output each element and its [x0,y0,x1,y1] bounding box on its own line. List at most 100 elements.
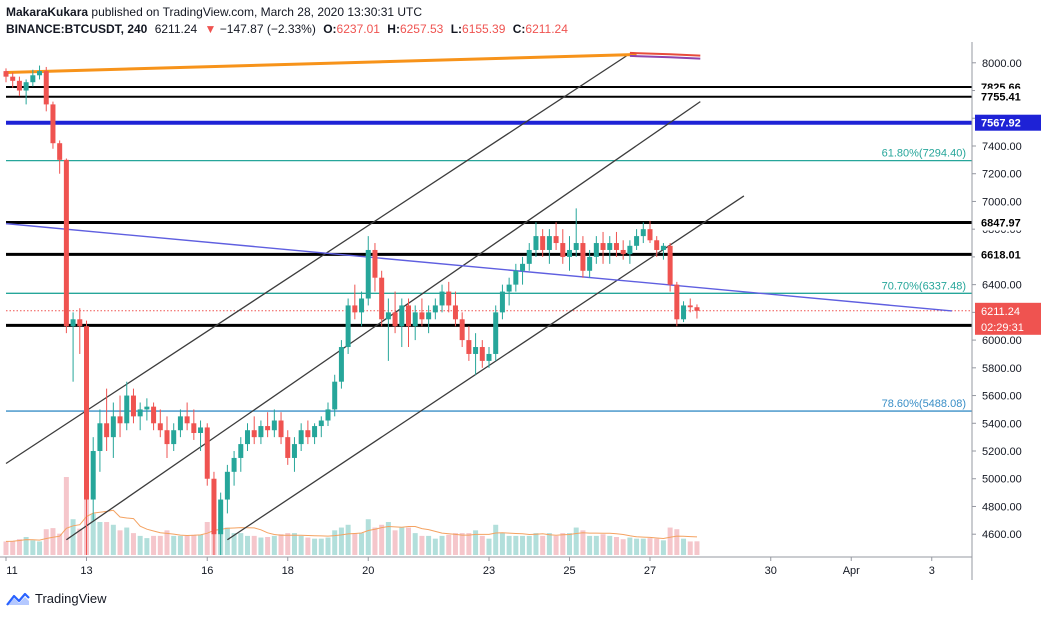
volume-bar [198,534,204,555]
volume-bar [345,524,351,555]
volume-bar [385,522,391,555]
volume-bar [587,535,593,555]
volume-bar [204,522,210,555]
time-tick-label: 18 [282,565,294,577]
candle-body [157,423,163,431]
candle-body [499,291,505,313]
candle-body [245,430,250,445]
volume-bar [77,528,83,555]
candle-body [345,305,351,348]
candle-body [224,471,230,500]
volume-bar [151,535,157,555]
volume-bar [379,524,385,555]
candle-body [479,347,485,361]
volume-moving-average [5,509,698,542]
candle-body [372,249,378,278]
candle-body [271,420,277,431]
volume-bar [224,527,230,555]
volume-bar [171,535,177,555]
volume-bar [37,541,43,555]
tradingview-footer[interactable]: TradingView [6,591,107,606]
candle-body [117,416,123,424]
candle-body [251,430,257,438]
candle-body [634,236,640,246]
volume-bar [560,533,566,555]
candle-body [439,291,445,306]
time-tick-label: 3 [929,565,935,577]
close-label: C: [512,22,526,36]
volume-bar [406,527,411,555]
volume-bar [593,535,599,555]
fib-level-label: 70.70%(6337.48) [882,280,966,292]
price-tick-label: 4600.00 [982,529,1022,541]
candle-body [3,71,9,77]
candle-body [365,249,371,299]
fib-level-label: 61.80%(7294.40) [882,148,966,160]
volume-bar [620,539,626,555]
candle-body [211,478,217,535]
candle-body [151,406,157,424]
volume-bar [104,522,110,555]
candle-body [318,420,324,427]
ma-line-red [629,51,701,57]
candle-body [23,82,29,91]
candle-body [627,245,633,255]
volume-bar [681,538,687,555]
price-tick-label: 5200.00 [982,446,1022,458]
candle-body [258,426,264,438]
candle-body [446,291,452,306]
volume-bar [57,533,63,555]
candle-body [43,71,49,105]
candle-body [493,312,499,354]
volume-bar [177,535,183,555]
volume-bar [238,533,244,555]
volume-bar [520,535,526,555]
symbol-name[interactable]: BINANCE:BTCUSDT, 240 [6,22,148,36]
candle-body [305,430,311,438]
volume-bar [10,540,16,555]
volume-bar [432,538,438,555]
candle-body [432,305,438,313]
volume-bar [23,537,29,555]
candle-body [486,353,492,361]
candle-countdown: 02:29:31 [981,322,1024,334]
candle-body [533,236,539,250]
volume-bar [486,538,492,555]
candle-body [459,319,465,341]
volume-bar [426,535,432,555]
author-name[interactable]: MakaraKukara [6,5,89,19]
ma-line-purple [629,54,701,60]
volume-bar [325,537,331,555]
level-price-tag: 7755.41 [981,92,1021,104]
level-price-tag-bg [975,246,1041,263]
candle-body [546,236,552,250]
candle-body [473,347,479,354]
candle-body [104,423,110,438]
time-tick-label: 13 [80,565,92,577]
candle-body [238,444,244,458]
candle-body [50,104,56,144]
time-tick-label: 30 [765,565,777,577]
tradingview-logo-icon [6,592,30,606]
candle-body [218,499,224,535]
candle-body [231,457,237,472]
volume-bar [90,513,96,555]
orange-trendline [5,52,637,75]
volume-bar [278,534,284,555]
level-price-tag-bg [975,88,1041,105]
volume-bar [674,529,680,555]
candle-body [77,319,83,327]
volume-bar [130,533,136,555]
candle-body [406,305,411,327]
candle-body [177,416,183,431]
volume-bar [687,541,693,555]
candle-body [325,409,331,421]
volume-bar [553,535,559,555]
volume-bar [640,538,646,555]
volume-bar [446,534,452,555]
volume-bar [164,530,170,555]
last-price-text: 6211.24 [154,22,198,36]
candle-body [593,243,599,257]
candle-body [137,409,143,417]
